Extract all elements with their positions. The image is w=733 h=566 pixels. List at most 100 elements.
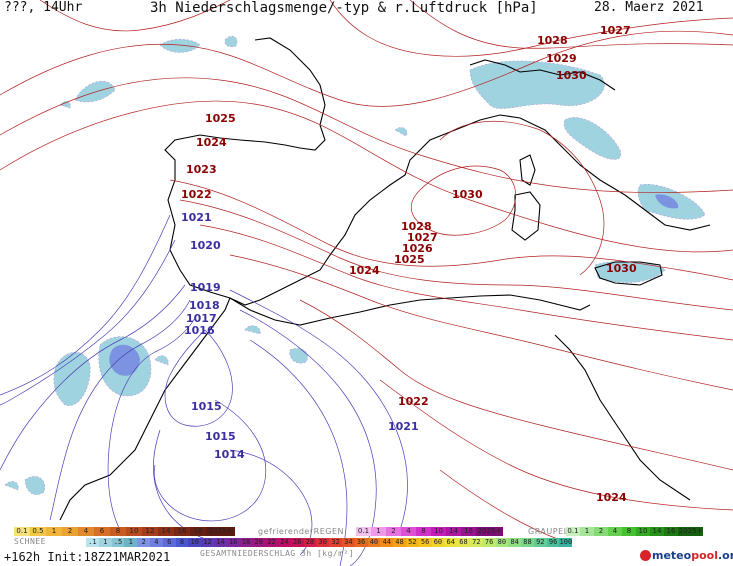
forecast-date: 28. Maerz 2021 xyxy=(594,0,704,15)
regen_values-cell: 2025+ xyxy=(476,527,503,536)
total_values-cell: 24 xyxy=(277,538,291,547)
total_values-cell: 18 xyxy=(239,538,253,547)
schnee_values-cell: 6 xyxy=(94,527,110,536)
regen_values-cell: 14 xyxy=(446,527,461,536)
graupel-scale: 0.1 1 2 4 8 10 14 16 2025+ xyxy=(566,527,704,536)
isobar-label-1018: 1018 xyxy=(189,299,220,312)
isobar-label-1020: 1020 xyxy=(190,239,221,252)
regen_values-cell: 8 xyxy=(416,527,431,536)
isobars-high xyxy=(0,0,733,541)
total_values-cell: 1 xyxy=(124,538,138,547)
schnee_values-cell: 16 xyxy=(174,527,190,536)
total_values-cell: 30 xyxy=(316,538,330,547)
schnee_values-cell: 18 xyxy=(190,527,206,536)
graupel_values-cell: 1 xyxy=(580,527,594,536)
graupel_values-cell: 8 xyxy=(622,527,636,536)
regen_values-cell: 1 xyxy=(371,527,386,536)
brand-part-c: .org xyxy=(717,549,733,562)
schnee_values-cell: 2025+ xyxy=(206,527,235,536)
isobar-label-1028-a: 1028 xyxy=(537,34,568,47)
meteopool-logo-icon xyxy=(640,550,651,561)
brand-part-a: meteo xyxy=(652,549,692,562)
isobar-label-1027-b: 1027 xyxy=(407,231,438,244)
regen_values-cell: 10 xyxy=(431,527,446,536)
total_values-cell: .1 xyxy=(86,538,99,547)
isobar-label-1026: 1026 xyxy=(402,242,433,255)
total-precip-scale: .1 1.5 1 2 4 6 8 10 12 14 16 18 20 22 24 26 28 30 32 34 36 40… xyxy=(86,538,573,547)
freezing-rain-label: gefrierenderREGEN xyxy=(258,527,344,536)
isobar-label-1014: 1014 xyxy=(214,448,245,461)
total_values-cell: 28 xyxy=(303,538,317,547)
total_values-cell: 32 xyxy=(329,538,342,547)
precip-type-legend: 0.1 0.5 1 2 4 6 8 10 12 14 16 18 2025+ gefrierenderR… xyxy=(0,527,733,537)
total_values-cell: 52 xyxy=(405,538,419,547)
schnee_values-cell: 2 xyxy=(62,527,78,536)
forecast-time-label: ???, 14Uhr xyxy=(4,0,83,15)
total_values-cell: 22 xyxy=(265,538,278,547)
total_values-cell: 60 xyxy=(431,538,445,547)
total_values-cell: 40 xyxy=(367,538,381,547)
isobar-label-1019: 1019 xyxy=(190,281,221,294)
schnee_values-cell: 10 xyxy=(126,527,142,536)
isobar-label-1015-b: 1015 xyxy=(205,430,236,443)
model-run-info: +162h Init:18Z21MAR2021 xyxy=(4,550,171,564)
schnee_values-cell: 4 xyxy=(78,527,94,536)
isobar-label-1024-b: 1024 xyxy=(349,264,380,277)
total_values-cell: 84 xyxy=(508,538,522,547)
brand-part-b: pool xyxy=(691,549,718,562)
graupel_values-cell: 10 xyxy=(636,527,650,536)
isobar-label-1025-b: 1025 xyxy=(394,253,425,266)
schnee_values-cell: 14 xyxy=(158,527,174,536)
total-precip-label: GESAMTNIEDERSCHLAG 3h [kg/m²] xyxy=(200,549,355,558)
total_values-cell: 100 xyxy=(559,538,573,547)
graupel_values-cell: 16 xyxy=(664,527,678,536)
schnee_values-cell: 12 xyxy=(142,527,158,536)
total_values-cell: 4 xyxy=(149,538,163,547)
regen_values-cell: 2 xyxy=(386,527,401,536)
freezing-rain-scale: 0.1 1 2 4 8 10 14 16 2025+ xyxy=(356,527,503,536)
total_values-cell: 20 xyxy=(252,538,266,547)
isobar-label-1027-a: 1027 xyxy=(600,24,631,37)
schnee_values-cell: 8 xyxy=(110,527,126,536)
graupel_values-cell: 0.1 xyxy=(566,527,580,536)
coastlines xyxy=(59,37,711,521)
isobar-label-1030-b: 1030 xyxy=(452,188,483,201)
total_values-cell: .5 xyxy=(111,538,125,547)
isobar-label-1023: 1023 xyxy=(186,163,217,176)
isobar-label-1025-a: 1025 xyxy=(205,112,236,125)
precipitation-cores xyxy=(109,194,679,376)
isobar-label-1021-b: 1021 xyxy=(388,420,419,433)
total_values-cell: 16 xyxy=(226,538,240,547)
total_values-cell: 44 xyxy=(380,538,394,547)
total_values-cell: 1 xyxy=(98,538,112,547)
meteopool-brand[interactable]: meteopool.org xyxy=(652,549,733,562)
graupel_values-cell: 4 xyxy=(608,527,622,536)
regen_values-cell: 16 xyxy=(461,527,476,536)
total_values-cell: 36 xyxy=(354,538,368,547)
total_values-cell: 56 xyxy=(418,538,432,547)
map-title: 3h Niederschlagsmenge/-typ & r.Luftdruck… xyxy=(150,0,538,16)
total_values-cell: 96 xyxy=(546,538,560,547)
schnee_values-cell: 0.1 xyxy=(14,527,30,536)
isobar-label-1021-a: 1021 xyxy=(181,211,212,224)
total_values-cell: 8 xyxy=(175,538,189,547)
isobar-label-1015-a: 1015 xyxy=(191,400,222,413)
total_values-cell: 12 xyxy=(201,538,214,547)
isobar-label-1024-c: 1024 xyxy=(596,491,627,504)
total_values-cell: 26 xyxy=(290,538,304,547)
total_values-cell: 76 xyxy=(482,538,496,547)
total_values-cell: 72 xyxy=(469,538,483,547)
total_values-cell: 88 xyxy=(521,538,534,547)
total_values-cell: 34 xyxy=(341,538,355,547)
total_values-cell: 2 xyxy=(137,538,150,547)
total_values-cell: 14 xyxy=(213,538,227,547)
isobar-label-1030-c: 1030 xyxy=(606,262,637,275)
regen_values-cell: 0.1 xyxy=(356,527,371,536)
isobar-label-1017: 1017 xyxy=(186,312,217,325)
isobar-label-1029: 1029 xyxy=(546,52,577,65)
isobar-label-1028-b: 1028 xyxy=(401,220,432,233)
total_values-cell: 48 xyxy=(393,538,406,547)
total_values-cell: 64 xyxy=(444,538,458,547)
isobar-label-1022-b: 1022 xyxy=(398,395,429,408)
schnee_values-cell: 0.5 xyxy=(30,527,46,536)
